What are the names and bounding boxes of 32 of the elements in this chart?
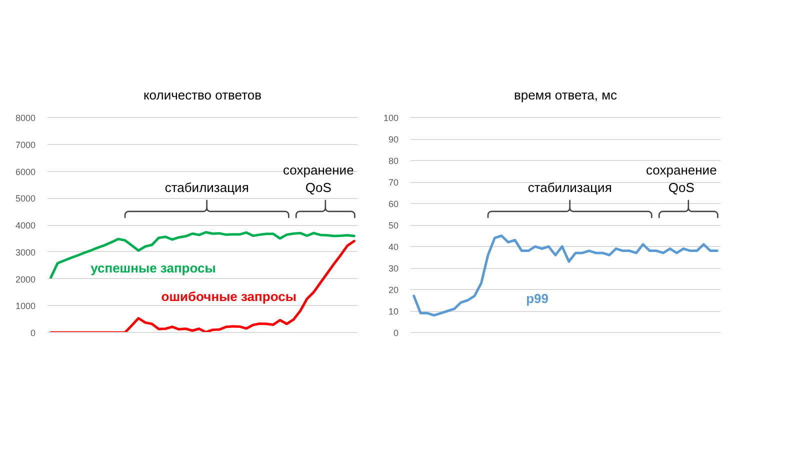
annotation: сохранение QoS <box>283 162 354 195</box>
line-series <box>50 231 356 279</box>
chart-title: время ответа, мс <box>514 88 618 102</box>
y-tick-label: 50 <box>388 220 399 230</box>
y-tick-label: 20 <box>388 285 399 295</box>
y-tick-label: 30 <box>388 264 399 274</box>
annotation: стабилизация <box>164 180 249 195</box>
annotation: сохранение QoS <box>646 162 717 195</box>
y-tick-label: 7000 <box>15 140 36 150</box>
y-tick-label: 100 <box>383 113 399 123</box>
series-label: успешные запросы <box>90 260 216 276</box>
y-tick-label: 4000 <box>15 220 36 230</box>
annotation: стабилизация <box>528 180 612 195</box>
y-tick-label: 80 <box>388 156 399 166</box>
y-tick-label: 5000 <box>15 194 36 204</box>
y-tick-label: 8000 <box>15 113 36 123</box>
y-tick-label: 70 <box>388 178 399 188</box>
y-tick-label: 60 <box>388 199 399 209</box>
y-tick-label: 10 <box>388 306 399 316</box>
y-tick-label: 0 <box>30 328 36 338</box>
y-tick-label: 0 <box>393 328 399 338</box>
y-tick-label: 3000 <box>15 247 36 258</box>
chart-title: количество ответов <box>143 88 262 102</box>
y-tick-label: 6000 <box>15 166 36 177</box>
y-tick-label: 40 <box>388 242 399 252</box>
series-label: ошибочные запросы <box>161 289 296 304</box>
y-tick-label: 2000 <box>15 274 36 284</box>
line-series <box>50 240 356 332</box>
text: p99 <box>526 291 548 306</box>
y-tick-label: 90 <box>388 134 399 144</box>
line-series <box>412 234 718 317</box>
y-tick-label: 1000 <box>15 301 36 312</box>
